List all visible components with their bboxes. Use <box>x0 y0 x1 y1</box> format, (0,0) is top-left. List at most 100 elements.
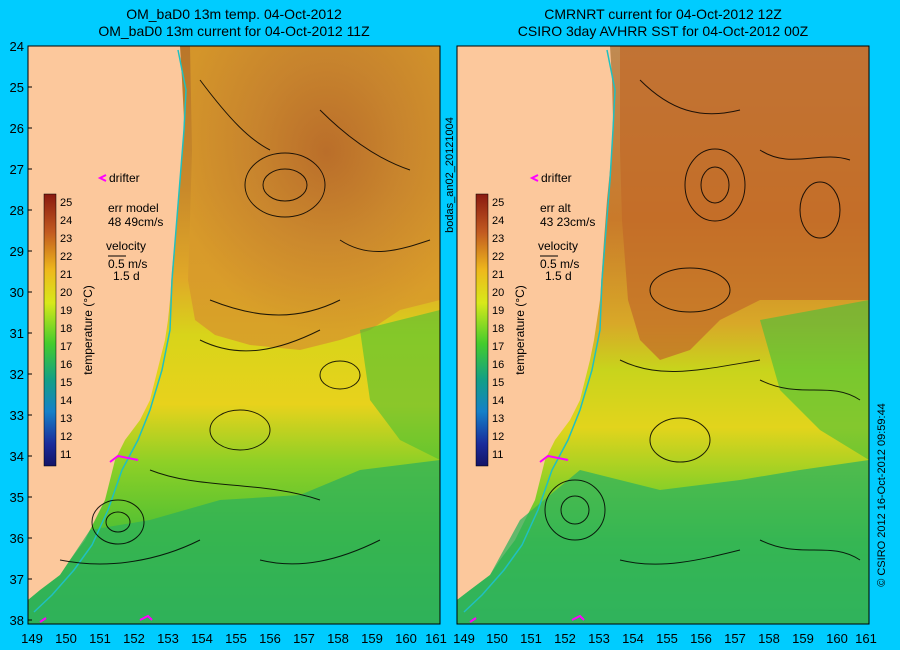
y-tick: 27 <box>10 162 24 177</box>
x-tick: 152 <box>123 631 145 646</box>
cbar-tick: 13 <box>60 413 72 425</box>
coastline-contour <box>463 49 616 613</box>
cbar-tick: 15 <box>60 377 72 389</box>
y-tick: 28 <box>10 203 24 218</box>
warm-core <box>188 46 440 350</box>
y-tick: 34 <box>10 449 24 464</box>
drifter-tracks <box>39 454 153 623</box>
y-tick: 31 <box>10 326 24 341</box>
cbar-tick: 24 <box>492 215 504 227</box>
drifter-icon <box>529 174 539 182</box>
colorbar-label: temperature (°C) <box>81 285 95 375</box>
x-tick: 149 <box>21 631 43 646</box>
x-tick: 151 <box>89 631 111 646</box>
x-tick: 157 <box>293 631 315 646</box>
velocity-label: velocity <box>538 239 578 253</box>
y-tick-marks <box>28 45 32 621</box>
y-tick: 30 <box>10 285 24 300</box>
drifter-label: drifter <box>541 171 572 185</box>
left-map <box>28 46 440 624</box>
right-map-frame <box>456 45 870 625</box>
cbar-tick: 11 <box>492 449 503 461</box>
current-vectors <box>59 79 431 565</box>
x-tick: 159 <box>792 631 814 646</box>
y-tick: 26 <box>10 121 24 136</box>
cbar-tick: 23 <box>492 233 504 245</box>
right-title-line2: CSIRO 3day AVHRR SST for 04-Oct-2012 00Z <box>518 23 809 39</box>
green-east <box>760 300 869 460</box>
right-drifter-legend: drifter <box>529 171 572 185</box>
x-tick: 151 <box>520 631 542 646</box>
err-value: 48 49cm/s <box>108 215 163 229</box>
cbar-tick: 14 <box>492 395 504 407</box>
cbar-tick: 19 <box>60 305 72 317</box>
x-tick: 158 <box>327 631 349 646</box>
y-tick: 25 <box>10 80 24 95</box>
drifter-tracks <box>469 454 585 623</box>
x-tick: 156 <box>259 631 281 646</box>
colorbar-label: temperature (°C) <box>513 285 527 375</box>
x-tick: 160 <box>826 631 848 646</box>
velocity-scale: 0.5 m/s <box>108 257 147 271</box>
cbar-tick: 13 <box>492 413 504 425</box>
cbar-tick: 14 <box>60 395 72 407</box>
y-tick: 38 <box>10 613 24 628</box>
x-tick: 153 <box>588 631 610 646</box>
x-tick: 156 <box>690 631 712 646</box>
y-tick: 29 <box>10 244 24 259</box>
y-axis-left: 24 25 26 27 28 29 30 31 32 33 34 35 36 3… <box>10 39 24 628</box>
cbar-tick: 19 <box>492 305 504 317</box>
x-tick: 150 <box>486 631 508 646</box>
cool-south <box>28 460 440 624</box>
y-tick: 37 <box>10 572 24 587</box>
velocity-scale: 0.5 m/s <box>540 257 579 271</box>
cbar-tick: 15 <box>492 377 504 389</box>
cbar-tick: 25 <box>60 197 72 209</box>
x-tick: 154 <box>191 631 213 646</box>
cbar-tick: 20 <box>492 287 504 299</box>
x-tick: 159 <box>361 631 383 646</box>
x-tick: 154 <box>622 631 644 646</box>
err-label: err alt <box>540 201 571 215</box>
x-axis-left: 149 150 151 152 153 154 155 156 157 158 … <box>21 631 447 646</box>
x-tick: 153 <box>157 631 179 646</box>
left-drifter-legend: drifter <box>97 171 140 185</box>
cbar-tick: 16 <box>60 359 72 371</box>
left-title-line2: OM_baD0 13m current for 04-Oct-2012 11Z <box>98 23 370 39</box>
x-tick: 157 <box>724 631 746 646</box>
cool-south <box>457 460 869 624</box>
y-tick: 33 <box>10 408 24 423</box>
cbar-tick: 12 <box>60 431 72 443</box>
err-value: 43 23cm/s <box>540 215 595 229</box>
cbar-tick: 11 <box>60 449 71 461</box>
x-tick: 155 <box>225 631 247 646</box>
y-tick: 35 <box>10 490 24 505</box>
err-label: err model <box>108 201 159 215</box>
drifter-icon <box>97 174 107 182</box>
cbar-tick: 17 <box>60 341 72 353</box>
cbar-tick: 24 <box>60 215 72 227</box>
cbar-tick: 16 <box>492 359 504 371</box>
drifter-label: drifter <box>109 171 140 185</box>
cbar-tick: 18 <box>492 323 504 335</box>
copyright-label: © CSIRO 2012 16-Oct-2012 09:59:44 <box>876 403 888 587</box>
x-axis-right: 149 150 151 152 153 154 155 156 157 158 … <box>453 631 877 646</box>
cbar-tick: 12 <box>492 431 504 443</box>
left-map-frame <box>27 45 441 625</box>
x-tick: 158 <box>758 631 780 646</box>
run-id-label: bodas_an02_20121004 <box>444 117 456 233</box>
colorbar-ticks: 25 24 23 22 21 20 19 18 17 16 15 14 13 1… <box>60 197 72 461</box>
x-tick: 160 <box>395 631 417 646</box>
left-title-line1: OM_baD0 13m temp. 04-Oct-2012 <box>126 6 342 22</box>
cbar-tick: 22 <box>60 251 72 263</box>
y-tick: 32 <box>10 367 24 382</box>
coastline-contour <box>33 49 187 613</box>
cbar-tick: 20 <box>60 287 72 299</box>
right-colorbar: 25 24 23 22 21 20 19 18 17 16 15 14 13 1… <box>475 193 527 467</box>
cbar-tick: 25 <box>492 197 504 209</box>
velocity-label: velocity <box>106 239 146 253</box>
velocity-time: 1.5 d <box>113 269 140 283</box>
x-tick: 150 <box>55 631 77 646</box>
left-colorbar: 25 24 23 22 21 20 19 18 17 16 15 14 13 1… <box>43 193 95 467</box>
